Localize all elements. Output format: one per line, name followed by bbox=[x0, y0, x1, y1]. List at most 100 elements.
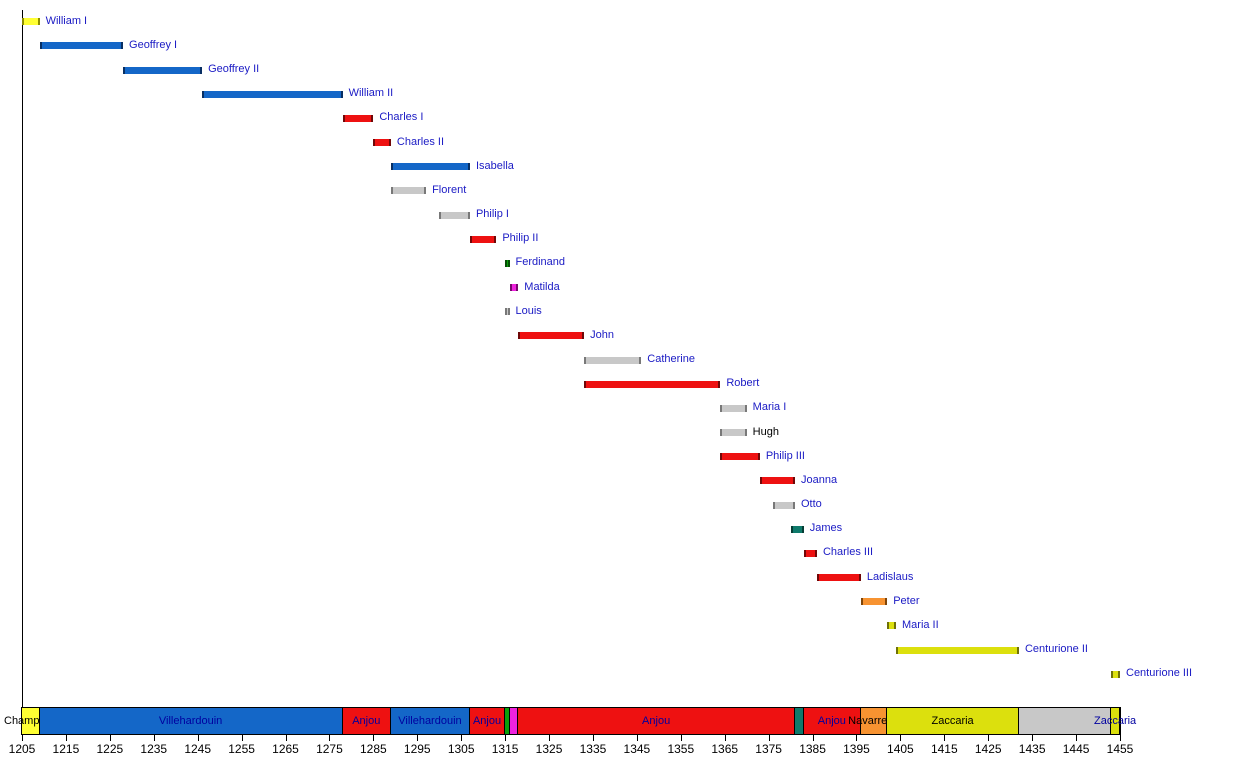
axis-tick-label: 1225 bbox=[96, 742, 124, 756]
axis-tick-label: 1445 bbox=[1062, 742, 1090, 756]
axis-tick-label: 1275 bbox=[316, 742, 343, 756]
ruler-label: William II bbox=[348, 87, 394, 100]
ruler-bar bbox=[773, 501, 795, 509]
dynasty-segment: Anjou bbox=[469, 708, 506, 734]
ruler-bar bbox=[860, 598, 888, 606]
axis-tick bbox=[768, 735, 770, 741]
dynasty-segment bbox=[794, 708, 804, 734]
dynasty-label: Anjou bbox=[817, 715, 846, 727]
ruler-label: Geoffrey I bbox=[129, 38, 178, 51]
axis-tick bbox=[1032, 735, 1034, 741]
ruler-label: Ferdinand bbox=[515, 256, 566, 269]
ruler-label: Maria I bbox=[752, 401, 787, 414]
ruler-bar bbox=[584, 380, 721, 388]
ruler-bar bbox=[720, 429, 747, 437]
ruler-label: Joanna bbox=[800, 473, 838, 486]
axis-tick-label: 1405 bbox=[887, 742, 914, 756]
ruler-bar bbox=[896, 646, 1019, 654]
ruler-label: Ladislaus bbox=[866, 570, 914, 583]
dynasty-segment: Villehardouin bbox=[390, 708, 470, 734]
dynasty-band: Champlitte Villehardouin Anjou Villehardoui… bbox=[4, 707, 1136, 735]
ruler-bar bbox=[1111, 670, 1120, 678]
axis-tick-label: 1315 bbox=[491, 742, 519, 756]
axis-tick bbox=[1076, 735, 1078, 741]
ruler-bar bbox=[790, 525, 804, 533]
dynasty-segment bbox=[505, 708, 510, 734]
ruler-bar bbox=[373, 139, 391, 147]
axis-tick-label: 1425 bbox=[974, 742, 1002, 756]
ruler-label: Philip I bbox=[475, 208, 509, 221]
ruler-label: William I bbox=[45, 14, 88, 27]
axis-tick-label: 1295 bbox=[403, 742, 431, 756]
axis-tick-label: 1345 bbox=[623, 742, 651, 756]
axis-tick bbox=[417, 735, 419, 741]
ruler-bar bbox=[518, 332, 585, 340]
axis-tick bbox=[856, 735, 858, 741]
axis-tick-label: 1395 bbox=[843, 742, 870, 756]
axis-tick-label: 1205 bbox=[8, 742, 36, 756]
ruler-bar bbox=[816, 574, 861, 582]
axis-tick bbox=[373, 735, 375, 741]
axis-tick-label: 1435 bbox=[1018, 742, 1046, 756]
ruler-label: Florent bbox=[432, 183, 467, 196]
dynasty-label: Navarrese bbox=[848, 715, 899, 727]
dynasty-label: Zaccaria bbox=[931, 715, 974, 727]
ruler-bar bbox=[759, 477, 795, 485]
axis-tick bbox=[988, 735, 990, 741]
ruler-bar bbox=[509, 284, 519, 292]
axis-tick-label: 1365 bbox=[711, 742, 739, 756]
axis-tick-label: 1235 bbox=[140, 742, 168, 756]
dynasty-segment bbox=[1018, 708, 1112, 734]
dynasty-label: Anjou bbox=[472, 715, 502, 727]
axis-tick bbox=[724, 735, 726, 741]
axis-tick-label: 1325 bbox=[535, 742, 563, 756]
axis-tick bbox=[197, 735, 199, 741]
ruler-label: Centurione II bbox=[1024, 643, 1088, 656]
ruler-label: Louis bbox=[515, 304, 542, 317]
axis-tick bbox=[1120, 735, 1121, 741]
ruler-label: Peter bbox=[893, 594, 920, 607]
ruler-label: Maria II bbox=[902, 618, 939, 631]
dynasty-segment: Champlitte bbox=[4, 708, 57, 734]
axis-tick bbox=[153, 735, 155, 741]
axis-tick-label: 1215 bbox=[52, 742, 80, 756]
ruler-label: Catherine bbox=[647, 353, 695, 366]
dynasty-label: Villehardouin bbox=[158, 715, 223, 727]
ruler-label: Charles III bbox=[822, 546, 874, 559]
ruler-label: Geoffrey II bbox=[208, 63, 260, 76]
axis-tick-label: 1305 bbox=[447, 742, 475, 756]
dynasty-segment: Anjou bbox=[342, 708, 391, 734]
dynasty-label: Zaccaria bbox=[1094, 715, 1137, 727]
ruler-bar bbox=[390, 187, 427, 195]
dynasty-segment: Anjou bbox=[518, 708, 795, 734]
ruler-bar bbox=[720, 453, 760, 461]
ruler-bar bbox=[803, 549, 817, 557]
axis-tick bbox=[329, 735, 331, 741]
ruler-label: Isabella bbox=[475, 159, 514, 172]
dynasty-segment: Navarrese bbox=[848, 708, 899, 734]
ruler-label: John bbox=[590, 328, 615, 341]
axis-tick-label: 1335 bbox=[579, 742, 607, 756]
dynasty-segment: Anjou bbox=[803, 708, 861, 734]
dynasty-segment: Villehardouin bbox=[39, 708, 343, 734]
axis-tick bbox=[636, 735, 638, 741]
ruler-label: Charles I bbox=[379, 111, 424, 124]
axis-tick-label: 1255 bbox=[228, 742, 255, 756]
axis-tick bbox=[592, 735, 594, 741]
axis-tick-label: 1265 bbox=[272, 742, 299, 756]
ruler-bar bbox=[390, 163, 470, 171]
axis-tick bbox=[109, 735, 111, 741]
y-axis-line bbox=[22, 10, 23, 735]
axis-tick bbox=[285, 735, 287, 741]
dynasty-segment bbox=[509, 708, 519, 734]
axis-tick bbox=[549, 735, 551, 741]
dynasty-segment: Zaccaria bbox=[1094, 708, 1136, 734]
ruler-bar bbox=[342, 114, 374, 122]
ruler-bar bbox=[439, 211, 470, 219]
axis-tick bbox=[65, 735, 67, 741]
ruler-bar bbox=[39, 42, 123, 50]
ruler-bar bbox=[505, 308, 511, 316]
dynasty-label: Anjou bbox=[352, 715, 381, 727]
axis-tick bbox=[812, 735, 814, 741]
axis-tick bbox=[900, 735, 902, 741]
